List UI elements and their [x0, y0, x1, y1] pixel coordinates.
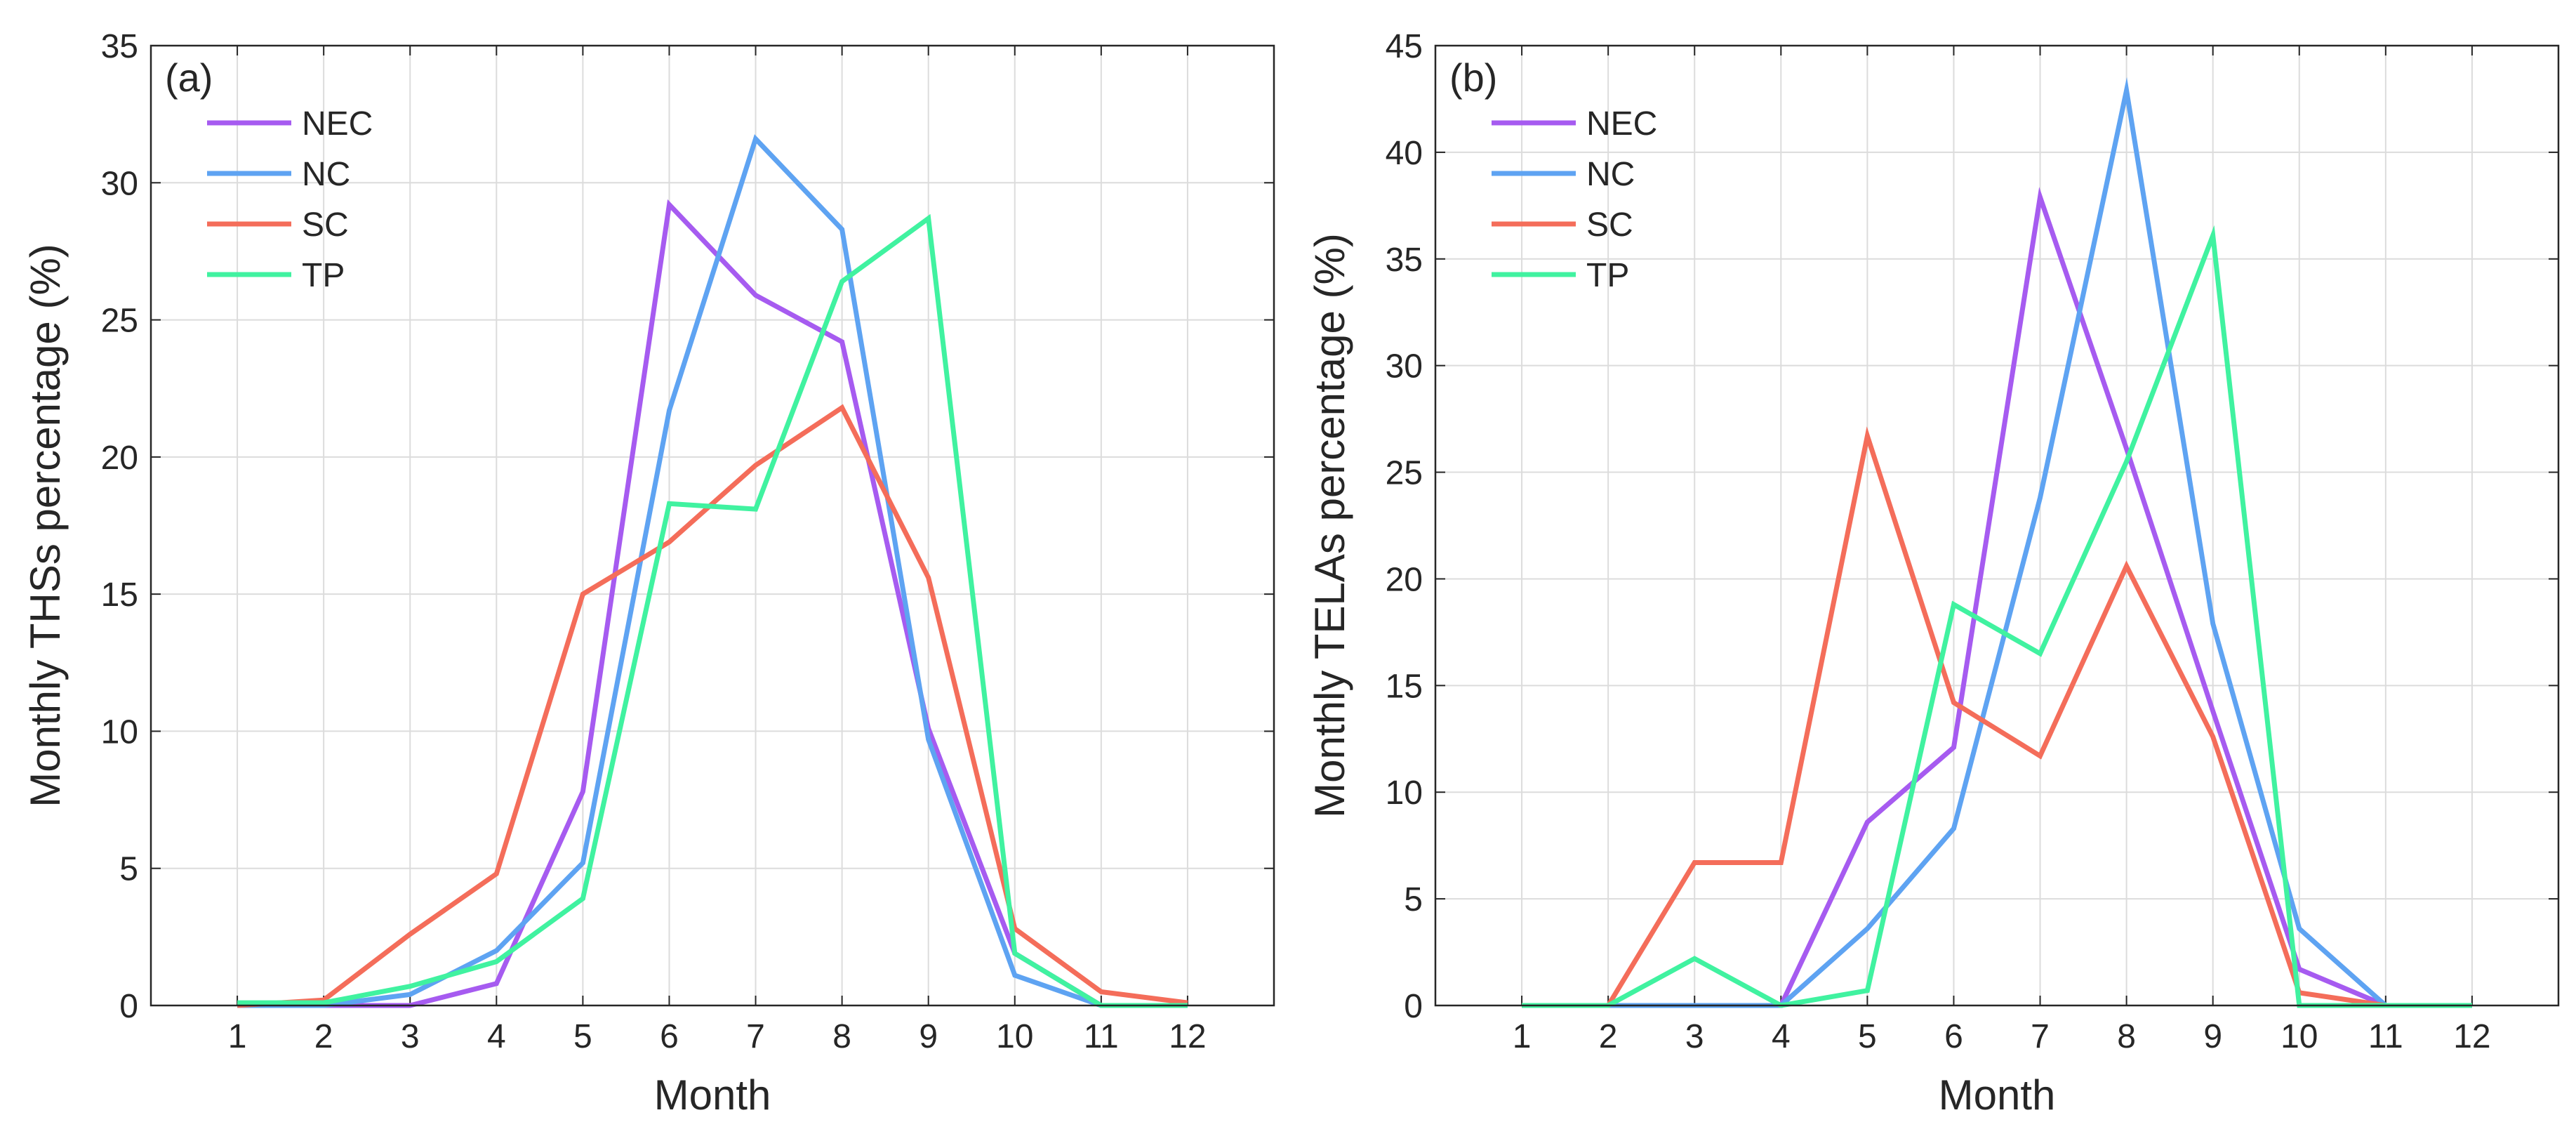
legend-label-nc: NC [302, 156, 350, 193]
y-tick-label: 5 [1404, 881, 1423, 918]
series-line-nc [237, 134, 1188, 1008]
x-tick-label: 4 [487, 1018, 506, 1055]
y-tick-label: 10 [1386, 774, 1423, 812]
x-tick-label: 9 [919, 1018, 938, 1055]
legend-label-nec: NEC [302, 105, 373, 143]
x-tick-label: 11 [2368, 1018, 2403, 1055]
legend-label-tp: TP [1586, 257, 1629, 294]
y-tick-label: 0 [119, 988, 138, 1025]
x-axis-label: Month [1939, 1071, 2056, 1119]
x-tick-label: 12 [1169, 1018, 1206, 1055]
x-tick-label: 6 [1944, 1018, 1963, 1055]
chart-panel-a: 1 2 3 4 5 6 7 8 9 10 11 1205101520253035MonthMonthl… [22, 28, 1275, 1119]
panel-label: (b) [1449, 55, 1497, 100]
y-tick-label: 25 [101, 303, 138, 340]
legend-label-tp: TP [302, 257, 345, 294]
x-tick-label: 7 [746, 1018, 765, 1055]
legend-label-sc: SC [302, 206, 349, 244]
x-tick-label: 8 [2117, 1018, 2136, 1055]
x-tick-label: 5 [573, 1018, 592, 1055]
x-tick-label: 2 [1599, 1018, 1618, 1055]
series-line-sc [237, 404, 1188, 1008]
y-tick-label: 5 [119, 851, 138, 888]
x-axis-label: Month [654, 1071, 771, 1119]
legend-label-nc: NC [1586, 156, 1635, 193]
x-tick-label: 3 [401, 1018, 420, 1055]
chart-panel-b: 1 2 3 4 5 6 7 8 9 10 11 12051015202530354045MonthMo… [1306, 28, 2560, 1119]
x-tick-label: 1 [1513, 1018, 1532, 1055]
y-tick-label: 30 [1386, 348, 1423, 385]
plot-area [151, 46, 1274, 1005]
x-tick-label: 7 [2031, 1018, 2050, 1055]
y-axis-label: Monthly TELAs percentage (%) [1306, 233, 1353, 818]
x-tick-label: 1 [228, 1018, 247, 1055]
axes-box [150, 44, 1275, 1007]
x-tick-label: 6 [660, 1018, 679, 1055]
y-tick-label: 35 [1386, 242, 1423, 279]
y-tick-label: 15 [101, 576, 138, 614]
panel-label: (a) [165, 55, 213, 100]
legend-label-nec: NEC [1586, 105, 1657, 143]
x-tick-label: 12 [2453, 1018, 2490, 1055]
y-axis-label: Monthly THSs percentage (%) [22, 244, 69, 807]
y-tick-label: 0 [1404, 988, 1423, 1025]
plot-area [1435, 46, 2558, 1005]
x-tick-label: 3 [1685, 1018, 1704, 1055]
y-tick-label: 35 [101, 28, 138, 65]
y-tick-label: 15 [1386, 668, 1423, 705]
legend-label-sc: SC [1586, 206, 1633, 244]
y-tick-label: 10 [101, 713, 138, 751]
x-tick-label: 10 [996, 1018, 1033, 1055]
x-tick-label: 9 [2203, 1018, 2222, 1055]
x-tick-label: 10 [2280, 1018, 2318, 1055]
y-tick-label: 20 [1386, 561, 1423, 598]
y-tick-label: 20 [101, 440, 138, 477]
x-tick-label: 2 [314, 1018, 333, 1055]
x-tick-label: 5 [1858, 1018, 1877, 1055]
axes-box [1434, 44, 2560, 1007]
x-tick-label: 4 [1772, 1018, 1791, 1055]
y-tick-label: 25 [1386, 455, 1423, 492]
y-tick-label: 40 [1386, 135, 1423, 172]
x-tick-label: 11 [1084, 1018, 1119, 1055]
x-tick-label: 8 [832, 1018, 851, 1055]
y-tick-label: 30 [101, 165, 138, 202]
y-tick-label: 45 [1386, 28, 1423, 65]
series-line-tp [237, 213, 1188, 1008]
series-line-sc [1522, 426, 2472, 1008]
